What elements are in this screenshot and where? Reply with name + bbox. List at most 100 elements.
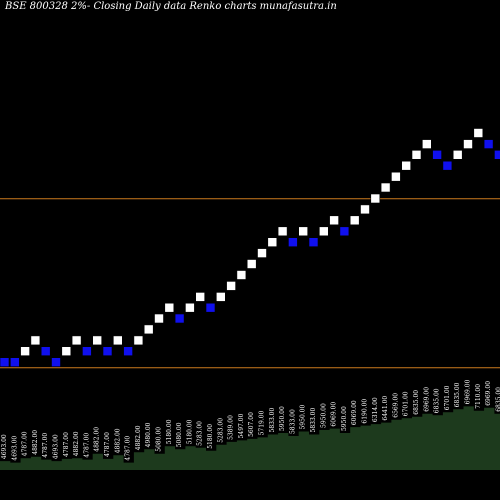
renko-brick-down (10, 357, 20, 368)
brick-layer (0, 128, 500, 368)
price-label: 5950.00 (279, 406, 286, 431)
renko-brick-up (164, 302, 175, 313)
price-label: 6441.00 (382, 396, 389, 421)
renko-brick-up (257, 248, 267, 258)
renko-brick-up (246, 259, 257, 269)
price-label: 5283.00 (197, 421, 204, 446)
price-label: 5180.00 (186, 419, 193, 444)
price-label: 6701.00 (444, 385, 451, 410)
price-label: 6969.00 (485, 381, 492, 406)
price-label: 5497.00 (238, 413, 245, 438)
price-label: 4787.00 (104, 432, 111, 457)
price-label: 6835.00 (454, 382, 461, 407)
price-label: 4787.00 (63, 432, 70, 457)
renko-brick-down (102, 346, 113, 357)
renko-brick-down (51, 357, 61, 368)
renko-brick-up (185, 302, 195, 313)
price-label: 4787.00 (83, 433, 90, 458)
price-label: 5950.00 (300, 405, 307, 430)
price-label: 5283.00 (217, 418, 224, 443)
renko-brick-up (411, 150, 422, 160)
price-label: 6190.00 (362, 399, 369, 424)
renko-brick-up (154, 313, 164, 324)
renko-brick-up (267, 237, 278, 247)
renko-brick-up (349, 215, 360, 226)
price-label: 4980.00 (145, 422, 152, 447)
renko-brick-down (339, 226, 350, 237)
renko-brick-up (20, 346, 30, 357)
renko-brick-down (483, 139, 494, 149)
renko-brick-up (61, 346, 72, 357)
price-label: 5080.00 (156, 427, 163, 452)
price-label: 5180.00 (207, 424, 214, 449)
price-label: 6835.00 (413, 390, 420, 415)
price-label: 4693.00 (53, 434, 60, 459)
price-label: 5607.00 (248, 412, 255, 437)
renko-brick-up (133, 335, 144, 346)
renko-brick-down (308, 237, 319, 247)
chart-title: BSE 800328 2%- Closing Daily data Renko … (5, 1, 337, 12)
volume-area-layer (0, 406, 500, 470)
price-label: 4787.00 (42, 433, 49, 458)
price-label: 5719.00 (259, 410, 266, 435)
renko-brick-up (380, 182, 391, 193)
renko-brick-up (370, 193, 381, 204)
renko-brick-up (421, 139, 432, 149)
renko-brick-up (143, 324, 154, 335)
price-label: 6969.00 (423, 387, 430, 412)
price-label: 6969.00 (465, 379, 472, 404)
price-label: 5833.00 (310, 408, 317, 433)
renko-brick-down (288, 237, 298, 247)
price-label: 4787.00 (22, 431, 29, 456)
renko-brick-down (40, 346, 51, 357)
renko-brick-up (195, 292, 205, 302)
volume-area (0, 406, 500, 470)
price-label: 4882.00 (135, 425, 142, 450)
price-label-layer: 4693.00 4693.00 4787.00 4882.00 4787.00 4693.… (1, 379, 500, 461)
renko-brick-down (442, 160, 453, 171)
price-label: 4693.00 (1, 434, 8, 459)
renko-brick-up (92, 335, 102, 346)
price-label: 6069.00 (351, 400, 358, 425)
renko-brick-up (401, 160, 412, 171)
price-label: 5389.00 (228, 415, 235, 440)
renko-brick-up (236, 270, 247, 280)
renko-brick-up (71, 335, 82, 346)
price-label: 7110.00 (475, 384, 482, 409)
support-line-layer (0, 198, 500, 369)
renko-brick-up (30, 335, 41, 346)
renko-brick-up (216, 292, 226, 302)
renko-brick-up (463, 139, 473, 149)
price-label: 6069.00 (331, 402, 338, 427)
renko-brick-up (391, 171, 401, 182)
price-label: 4882.00 (73, 431, 80, 456)
price-label: 5950.00 (320, 403, 327, 428)
price-label: 4693.00 (11, 436, 18, 461)
price-label: 4882.00 (94, 427, 101, 452)
price-label: 4882.00 (32, 430, 39, 455)
price-label: 5180.00 (166, 419, 173, 444)
price-label: 4882.00 (114, 428, 121, 453)
renko-brick-up (298, 226, 309, 237)
price-label: 5833.00 (289, 409, 296, 434)
renko-brick-down (0, 357, 10, 368)
renko-brick-up (360, 204, 370, 215)
price-label: 5080.00 (176, 422, 183, 447)
renko-brick-up (452, 150, 463, 160)
price-label: 6569.00 (392, 393, 399, 418)
renko-brick-down (205, 302, 216, 313)
price-label: 6314.00 (372, 397, 379, 422)
price-label: 4787.00 (125, 436, 132, 461)
renko-brick-up (318, 226, 329, 237)
renko-brick-down (432, 150, 442, 160)
price-label: 5950.00 (341, 406, 348, 431)
price-label: 6835.00 (434, 388, 441, 413)
renko-brick-down (82, 346, 92, 357)
renko-brick-up (277, 226, 288, 237)
renko-brick-down (174, 313, 185, 324)
price-label: 6835.00 (495, 387, 500, 412)
price-label: 6701.00 (403, 391, 410, 416)
renko-brick-up (329, 215, 339, 226)
